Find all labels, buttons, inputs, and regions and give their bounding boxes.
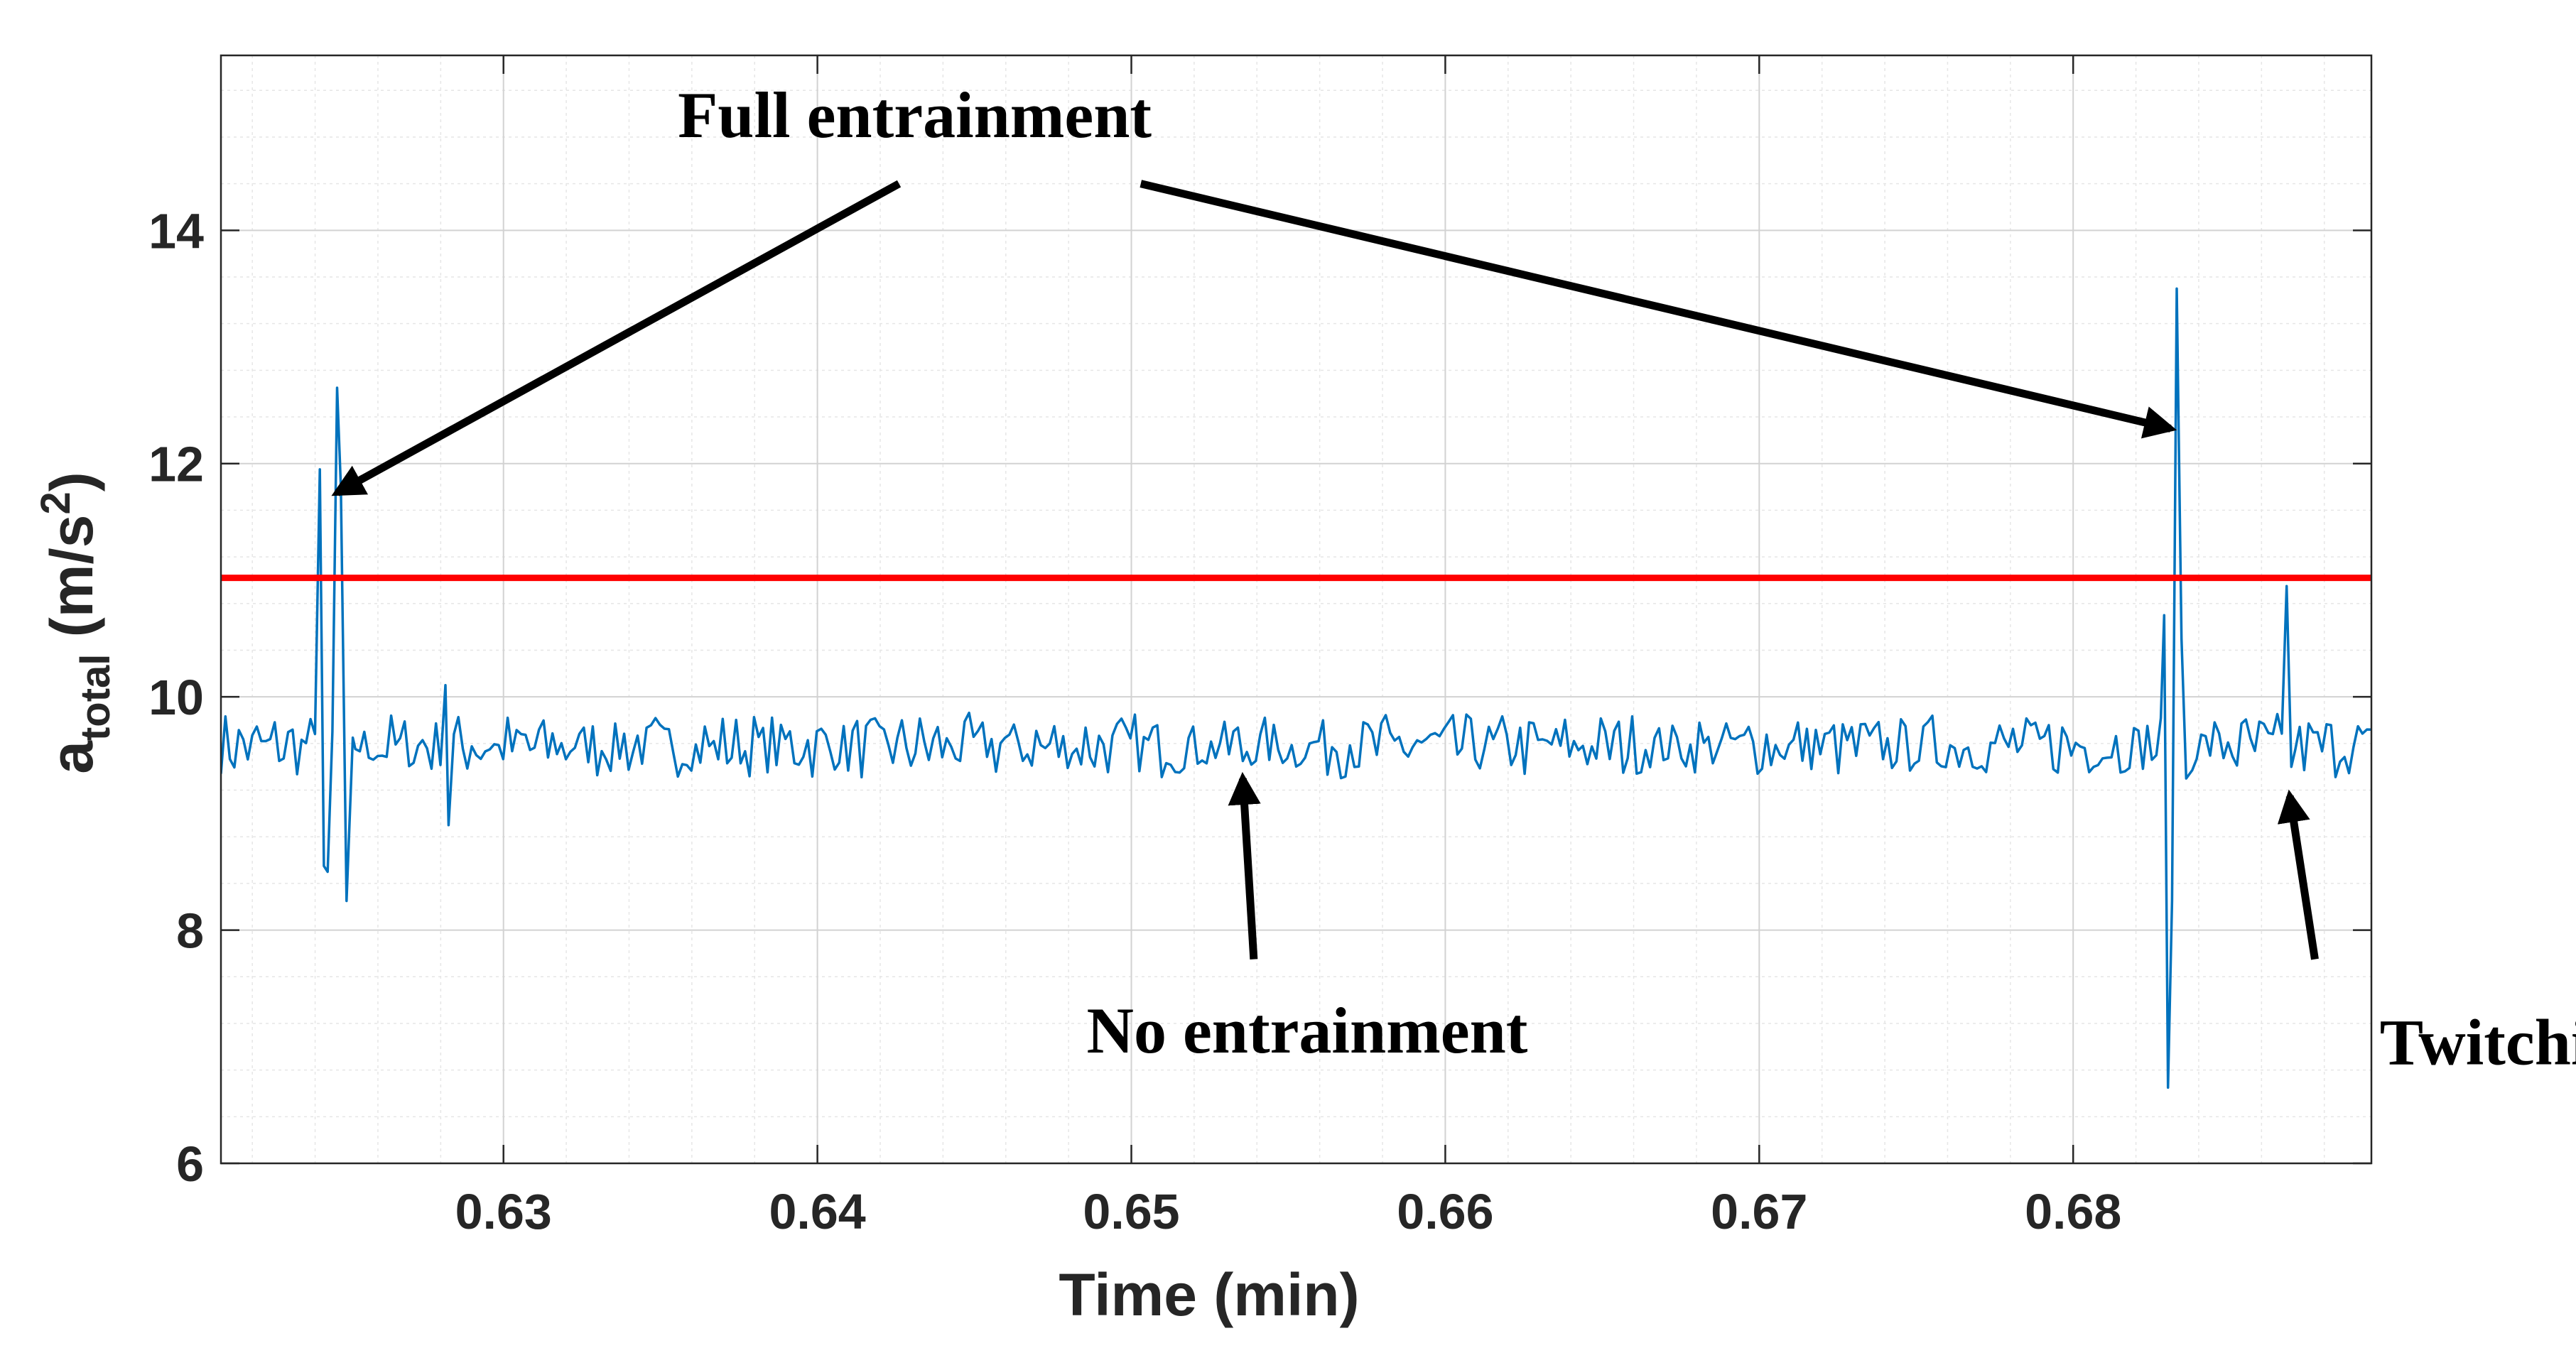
x-tick-label: 0.66 <box>1397 1184 1493 1239</box>
x-axis-title: Time (min) <box>1059 1261 1359 1328</box>
x-tick-label: 0.68 <box>2025 1184 2121 1239</box>
y-tick-label: 10 <box>148 670 204 725</box>
y-ticks: 6 8 10 12 14 <box>148 203 2371 1192</box>
x-tick-label: 0.67 <box>1711 1184 1807 1239</box>
data-layer <box>221 287 2371 1089</box>
x-ticks: 0.63 0.64 0.65 0.66 0.67 0.68 <box>455 55 2121 1239</box>
y-tick-label: 6 <box>176 1136 204 1192</box>
y-axis-title-unit-close: ) <box>38 472 105 491</box>
plot-background <box>221 55 2371 1163</box>
series-line <box>221 287 2371 1089</box>
y-tick-label: 12 <box>148 437 204 492</box>
x-tick-label: 0.63 <box>455 1184 552 1239</box>
annotation-arrow-full <box>331 180 902 496</box>
annotation-full-label: Full entrainment <box>678 79 1152 151</box>
plot-frame <box>220 54 2373 1165</box>
annotation-none-label: No entrainment <box>1087 994 1528 1067</box>
annotation-arrow-full <box>1140 180 2177 439</box>
x-tick-label: 0.64 <box>769 1184 865 1239</box>
y-axis-title-subscript: total <box>72 654 119 741</box>
y-axis-title-base: a <box>38 740 105 774</box>
annotation-arrow-twitch <box>2277 789 2319 960</box>
annotation-arrow-none <box>1228 771 1261 960</box>
annotation-layer: Full entrainment No entrainment Twitching <box>331 79 2576 1078</box>
y-axis-title-unit: (m/s <box>38 515 105 654</box>
y-axis-title-superscript: 2 <box>33 491 79 514</box>
annotation-twitch-label: Twitching <box>2380 1006 2576 1078</box>
y-tick-label: 8 <box>176 903 204 959</box>
y-tick-label: 14 <box>148 203 204 259</box>
x-tick-label: 0.65 <box>1083 1184 1179 1239</box>
y-axis-title: atotal (m/s2) <box>33 472 119 773</box>
